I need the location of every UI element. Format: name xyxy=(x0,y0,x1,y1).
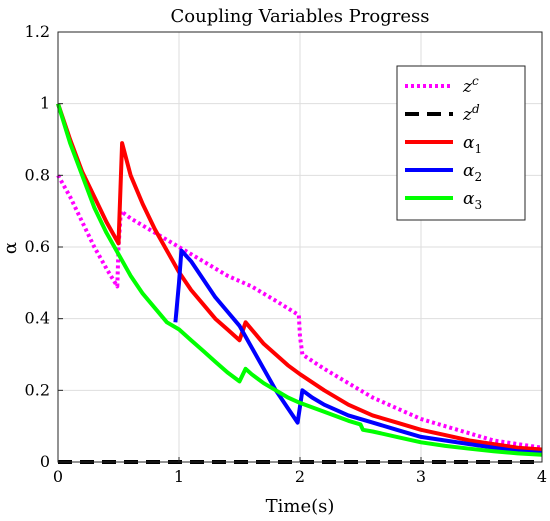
y-tick-label: 0.8 xyxy=(25,165,50,184)
series-line-5 xyxy=(56,103,543,457)
x-tick-label: 1 xyxy=(174,467,184,486)
x-tick-label: 4 xyxy=(537,467,547,486)
y-axis-title: α xyxy=(0,242,21,254)
y-tick-label: 1.2 xyxy=(25,22,50,41)
legend-label-3: α1 xyxy=(463,133,482,156)
legend-label-1: zc xyxy=(462,74,479,97)
tick-labels: 0 1 2 3 4 0 0.2 0.4 0.6 0.8 1 1.2 xyxy=(25,22,548,486)
legend-label-4: α2 xyxy=(463,161,482,184)
legend-label-2: zd xyxy=(462,102,480,125)
y-tick-label: 0.4 xyxy=(25,309,50,328)
chart-title: Coupling Variables Progress xyxy=(171,6,430,27)
x-tick-label: 2 xyxy=(295,467,305,486)
x-tick-label: 0 xyxy=(53,467,63,486)
y-tick-label: 0.2 xyxy=(25,380,50,399)
series-line-3 xyxy=(56,103,543,452)
series-line-4 xyxy=(173,248,543,455)
legend: zc zd α1 α2 α3 xyxy=(396,65,526,221)
x-axis-title: Time(s) xyxy=(266,496,335,517)
y-tick-label: 0 xyxy=(40,452,50,471)
legend-label-5: α3 xyxy=(463,189,482,212)
x-tick-label: 3 xyxy=(416,467,426,486)
axes xyxy=(57,31,543,463)
y-tick-label: 1 xyxy=(40,94,50,113)
series-line-1 xyxy=(56,174,543,450)
y-tick-label: 0.6 xyxy=(25,237,50,256)
